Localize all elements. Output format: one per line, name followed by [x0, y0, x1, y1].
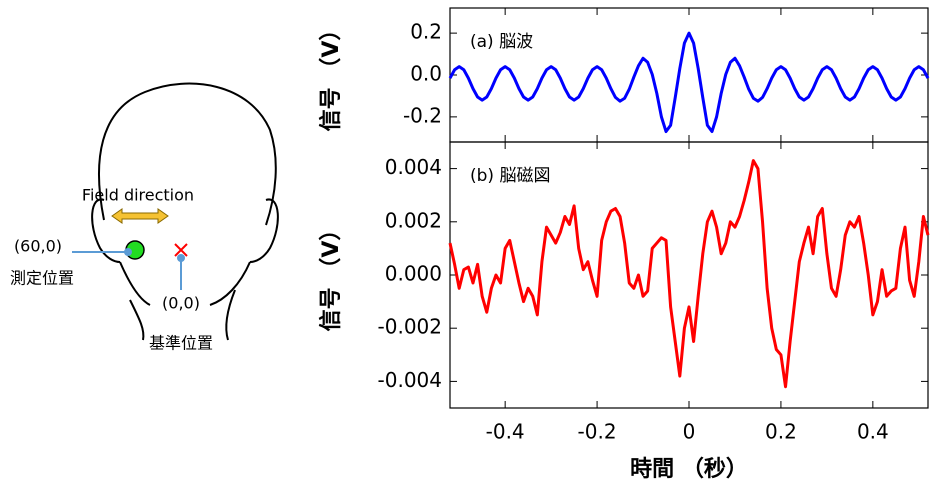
y-tick-label: -0.2: [403, 103, 442, 127]
ref-cross: [174, 243, 188, 257]
left-ear: [91, 198, 121, 263]
y-tick-label: 0.2: [410, 20, 442, 44]
panel-label: (b) 脳磁図: [470, 166, 550, 186]
y-tick-label: 0.002: [385, 208, 442, 232]
y-axis-label: 信号 （V）: [318, 219, 344, 332]
measure-dot: [124, 248, 132, 256]
series-line: [448, 159, 930, 389]
measure-label: 測定位置: [10, 269, 74, 288]
panel-label: (a) 脳波: [470, 32, 533, 52]
x-tick-label: -0.4: [486, 420, 525, 444]
ref-dot: [177, 254, 185, 262]
x-tick-label: 0: [683, 420, 696, 444]
y-tick-label: 0.000: [385, 262, 442, 286]
field-label: Field direction: [82, 186, 194, 205]
ref-coord: (0,0): [162, 294, 200, 313]
double-arrow: [111, 208, 169, 224]
head-diagram: [91, 82, 279, 341]
head-outline: [98, 82, 277, 226]
y-axis-label: 信号 （V）: [318, 19, 344, 132]
neck-right: [225, 289, 236, 341]
measure-coord: (60,0): [14, 237, 62, 256]
jaw-right: [209, 261, 251, 306]
y-tick-label: 0.0: [410, 62, 442, 86]
y-tick-label: -0.002: [378, 315, 442, 339]
jaw-left: [119, 261, 151, 306]
neck-left: [129, 299, 145, 341]
field-arrow: [111, 208, 169, 224]
x-tick-label: 0.2: [765, 420, 797, 444]
plot-frame: [449, 7, 929, 143]
x-tick-label: 0.4: [857, 420, 889, 444]
x-axis-label: 時間 （秒）: [630, 457, 748, 482]
x-tick-label: -0.2: [578, 420, 617, 444]
series-line: [448, 31, 930, 134]
right-ear: [249, 198, 279, 263]
ref-label: 基準位置: [149, 334, 213, 353]
y-tick-label: 0.004: [385, 155, 442, 179]
y-tick-label: -0.004: [378, 368, 442, 392]
